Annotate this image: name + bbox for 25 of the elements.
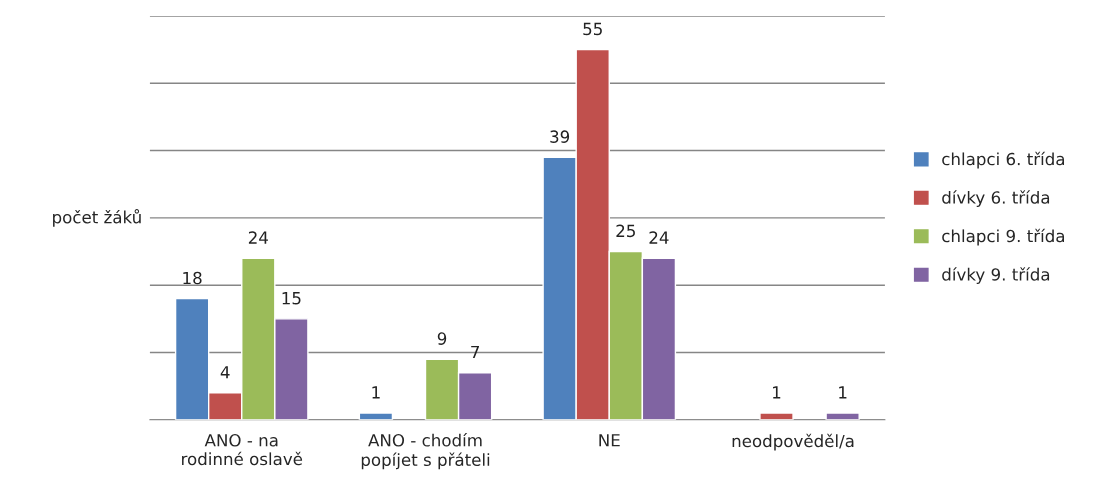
data-label: 25 [616,224,635,238]
data-label: 18 [183,271,202,285]
data-label: 24 [649,231,669,244]
data-label: 24 [248,231,268,244]
x-tick-label: ANO - na rodinné oslavě [182,434,303,466]
data-label: 7 [471,345,479,359]
x-tick-label: neodpověděl/a [732,433,854,451]
bar [825,412,860,420]
data-label: 4 [220,366,230,379]
data-label: 55 [583,22,602,36]
y-axis-title: počet žáků [53,209,141,227]
legend-label: dívky 6. třída [942,190,1050,208]
x-tick-label: NE [599,434,620,447]
bar [759,412,794,420]
legend-label: chlapci 9. třída [942,228,1065,246]
data-label: 1 [773,386,781,399]
legend-label: chlapci 6. třída [942,151,1065,169]
data-label: 15 [282,292,301,305]
legend-label: dívky 9. třída [942,267,1050,284]
data-label: 1 [839,386,847,399]
x-tick-label: ANO - chodím popíjet s přáteli [361,433,490,470]
data-label: 39 [550,130,570,143]
bar [358,412,394,420]
data-label: 9 [437,332,447,345]
data-label: 1 [372,386,380,399]
